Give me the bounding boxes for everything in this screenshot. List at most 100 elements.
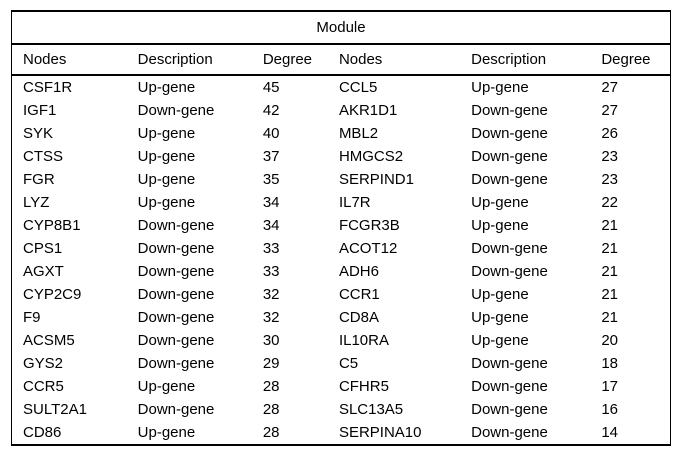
cell-node: IL7R (338, 194, 371, 211)
table-row: CCR5 Up-gene 28 CFHR5 Down-gene 17 (12, 375, 671, 398)
cell-degree: 34 (262, 194, 280, 211)
table-title: Module (11, 11, 671, 45)
cell-degree: 32 (262, 286, 280, 303)
cell-node: CCR1 (338, 286, 380, 303)
table-row: F9 Down-gene 32 CD8A Up-gene 21 (12, 306, 671, 329)
cell-node: IGF1 (23, 102, 57, 119)
cell-degree: 23 (601, 171, 618, 188)
cell-description: Up-gene (471, 217, 529, 234)
col-header-nodes-right: Nodes (327, 44, 461, 76)
cell-description: Down-gene (137, 102, 215, 119)
cell-description: Down-gene (471, 355, 548, 372)
cell-node: CTSS (23, 148, 64, 165)
table-row: CPS1 Down-gene 33 ACOT12 Down-gene 21 (12, 237, 671, 260)
table-row: ACSM5 Down-gene 30 IL10RA Up-gene 20 (12, 329, 671, 352)
cell-node: ADH6 (338, 263, 379, 280)
cell-node: FGR (23, 171, 55, 188)
cell-node: GYS2 (23, 355, 64, 372)
cell-node: CPS1 (23, 240, 63, 257)
cell-description: Down-gene (137, 263, 215, 280)
cell-degree: 28 (262, 401, 280, 418)
cell-description: Down-gene (471, 424, 548, 441)
cell-node: SULT2A1 (23, 401, 87, 418)
cell-degree: 20 (601, 332, 618, 349)
cell-node: CCL5 (338, 79, 378, 96)
cell-node: SYK (23, 125, 54, 142)
cell-degree: 18 (601, 355, 618, 372)
col-header-description-left: Description (126, 44, 252, 76)
cell-node: ACOT12 (338, 240, 398, 257)
cell-description: Up-gene (137, 424, 196, 441)
cell-node: FCGR3B (338, 217, 400, 234)
table-title-row: Module (11, 11, 671, 45)
table-row: FGR Up-gene 35 SERPIND1 Down-gene 23 (12, 168, 671, 191)
cell-node: CYP8B1 (23, 217, 81, 234)
cell-degree: 29 (262, 355, 280, 372)
cell-description: Up-gene (471, 79, 529, 96)
cell-description: Up-gene (137, 171, 196, 188)
cell-degree: 21 (601, 217, 618, 234)
table-row: SYK Up-gene 40 MBL2 Down-gene 26 (12, 122, 671, 145)
cell-degree: 17 (601, 378, 618, 395)
cell-node: C5 (338, 355, 359, 372)
cell-description: Up-gene (471, 309, 529, 326)
table-row: CYP8B1 Down-gene 34 FCGR3B Up-gene 21 (12, 214, 671, 237)
cell-node: SERPIND1 (338, 171, 414, 188)
table-row: CD86 Up-gene 28 SERPINA10 Down-gene 14 (12, 421, 671, 445)
cell-degree: 33 (262, 240, 280, 257)
cell-description: Down-gene (137, 355, 215, 372)
cell-node: CSF1R (23, 79, 73, 96)
cell-description: Down-gene (137, 240, 215, 257)
table-row: IGF1 Down-gene 42 AKR1D1 Down-gene 27 (12, 99, 671, 122)
table-row: AGXT Down-gene 33 ADH6 Down-gene 21 (12, 260, 671, 283)
cell-degree: 21 (601, 309, 618, 326)
table-row: CTSS Up-gene 37 HMGCS2 Down-gene 23 (12, 145, 671, 168)
cell-degree: 21 (601, 286, 618, 303)
cell-node: CD8A (338, 309, 379, 326)
cell-degree: 37 (262, 148, 280, 165)
cell-degree: 22 (601, 194, 618, 211)
cell-node: CD86 (23, 424, 62, 441)
col-header-degree-left: Degree (251, 44, 328, 76)
cell-degree: 28 (262, 378, 280, 395)
col-header-degree-right: Degree (590, 44, 671, 76)
table-row: SULT2A1 Down-gene 28 SLC13A5 Down-gene 1… (12, 398, 671, 421)
cell-description: Down-gene (471, 171, 548, 188)
table-row: LYZ Up-gene 34 IL7R Up-gene 22 (12, 191, 671, 214)
cell-description: Up-gene (471, 286, 529, 303)
cell-degree: 40 (262, 125, 280, 142)
cell-degree: 27 (601, 102, 618, 119)
col-header-description-right: Description (460, 44, 591, 76)
cell-description: Down-gene (471, 240, 548, 257)
cell-node: SLC13A5 (338, 401, 404, 418)
cell-node: AGXT (23, 263, 64, 280)
cell-description: Down-gene (471, 102, 548, 119)
cell-description: Down-gene (471, 378, 548, 395)
cell-degree: 42 (262, 102, 280, 119)
cell-node: LYZ (23, 194, 50, 211)
cell-degree: 21 (601, 240, 618, 257)
module-table: Module Nodes Description Degree Nodes De… (11, 10, 671, 446)
cell-description: Down-gene (471, 401, 548, 418)
cell-description: Up-gene (137, 148, 196, 165)
cell-degree: 26 (601, 125, 618, 142)
cell-node: CFHR5 (338, 378, 389, 395)
cell-degree: 33 (262, 263, 280, 280)
cell-degree: 27 (601, 79, 618, 96)
cell-degree: 14 (601, 424, 618, 441)
cell-description: Down-gene (137, 332, 215, 349)
cell-description: Down-gene (137, 217, 215, 234)
table-row: GYS2 Down-gene 29 C5 Down-gene 18 (12, 352, 671, 375)
cell-description: Up-gene (137, 79, 196, 96)
cell-degree: 28 (262, 424, 280, 441)
cell-degree: 35 (262, 171, 280, 188)
cell-description: Up-gene (137, 125, 196, 142)
cell-node: IL10RA (338, 332, 389, 349)
cell-degree: 30 (262, 332, 280, 349)
col-header-nodes-left: Nodes (11, 44, 127, 76)
table-row: CSF1R Up-gene 45 CCL5 Up-gene 27 (12, 75, 671, 99)
cell-description: Up-gene (471, 332, 529, 349)
cell-description: Down-gene (471, 148, 548, 165)
cell-degree: 45 (262, 79, 280, 96)
cell-description: Down-gene (137, 401, 215, 418)
